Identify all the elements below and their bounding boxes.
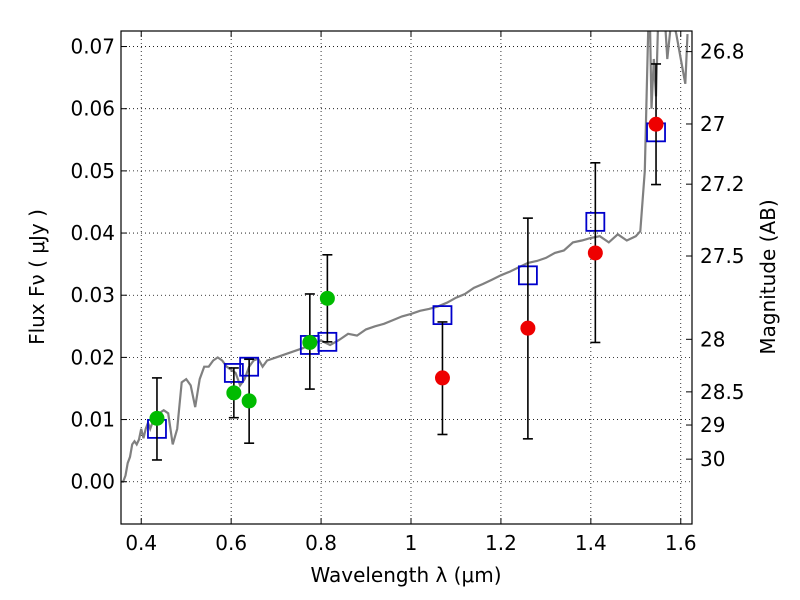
y-tick-label: 0.04 bbox=[70, 221, 115, 245]
plot-area bbox=[121, 31, 689, 483]
axis-ticks: 0.4 0.6 0.8 1 1.2 1.4 1.6 0.00 0.01 0.02 0.03 0.04 0… bbox=[70, 31, 745, 555]
x-tick-label: 0.6 bbox=[215, 531, 247, 555]
mag-tick-label: 30 bbox=[700, 447, 725, 471]
x-tick-label: 1.2 bbox=[485, 531, 517, 555]
y-tick-label: 0.00 bbox=[70, 470, 115, 494]
grid bbox=[121, 31, 692, 524]
observed-point bbox=[241, 393, 257, 409]
observed-point bbox=[302, 334, 318, 350]
observed-point bbox=[149, 410, 165, 426]
observed-point bbox=[648, 116, 664, 132]
sed-model-line bbox=[121, 31, 689, 483]
mag-tick-label: 28 bbox=[700, 327, 725, 351]
x-tick-label: 0.8 bbox=[305, 531, 337, 555]
observed-point bbox=[319, 290, 335, 306]
x-tick-label: 1 bbox=[405, 531, 418, 555]
observed-point bbox=[434, 370, 450, 386]
observed-point bbox=[520, 320, 536, 336]
observed-point bbox=[587, 245, 603, 261]
y-tick-label: 0.05 bbox=[70, 159, 115, 183]
y-axis-label: Flux Fν ( μJy ) bbox=[25, 209, 49, 345]
y-tick-label: 0.07 bbox=[70, 35, 115, 59]
y-tick-label: 0.06 bbox=[70, 97, 115, 121]
mag-tick-label: 27.5 bbox=[700, 244, 745, 268]
mag-tick-label: 27 bbox=[700, 112, 725, 136]
y-tick-label: 0.01 bbox=[70, 408, 115, 432]
y-tick-label: 0.03 bbox=[70, 283, 115, 307]
x-tick-label: 0.4 bbox=[125, 531, 157, 555]
x-axis-label: Wavelength λ (μm) bbox=[310, 563, 501, 587]
plot-frame bbox=[120, 30, 693, 525]
y-tick-label: 0.02 bbox=[70, 345, 115, 369]
mag-tick-label: 28.5 bbox=[700, 380, 745, 404]
y2-axis-label: Magnitude (AB) bbox=[756, 199, 780, 354]
x-tick-label: 1.6 bbox=[665, 531, 697, 555]
observed-point bbox=[226, 385, 242, 401]
mag-tick-label: 26.8 bbox=[700, 40, 745, 64]
mag-tick-label: 29 bbox=[700, 413, 725, 437]
mag-tick-label: 27.2 bbox=[700, 172, 745, 196]
x-tick-label: 1.4 bbox=[575, 531, 607, 555]
